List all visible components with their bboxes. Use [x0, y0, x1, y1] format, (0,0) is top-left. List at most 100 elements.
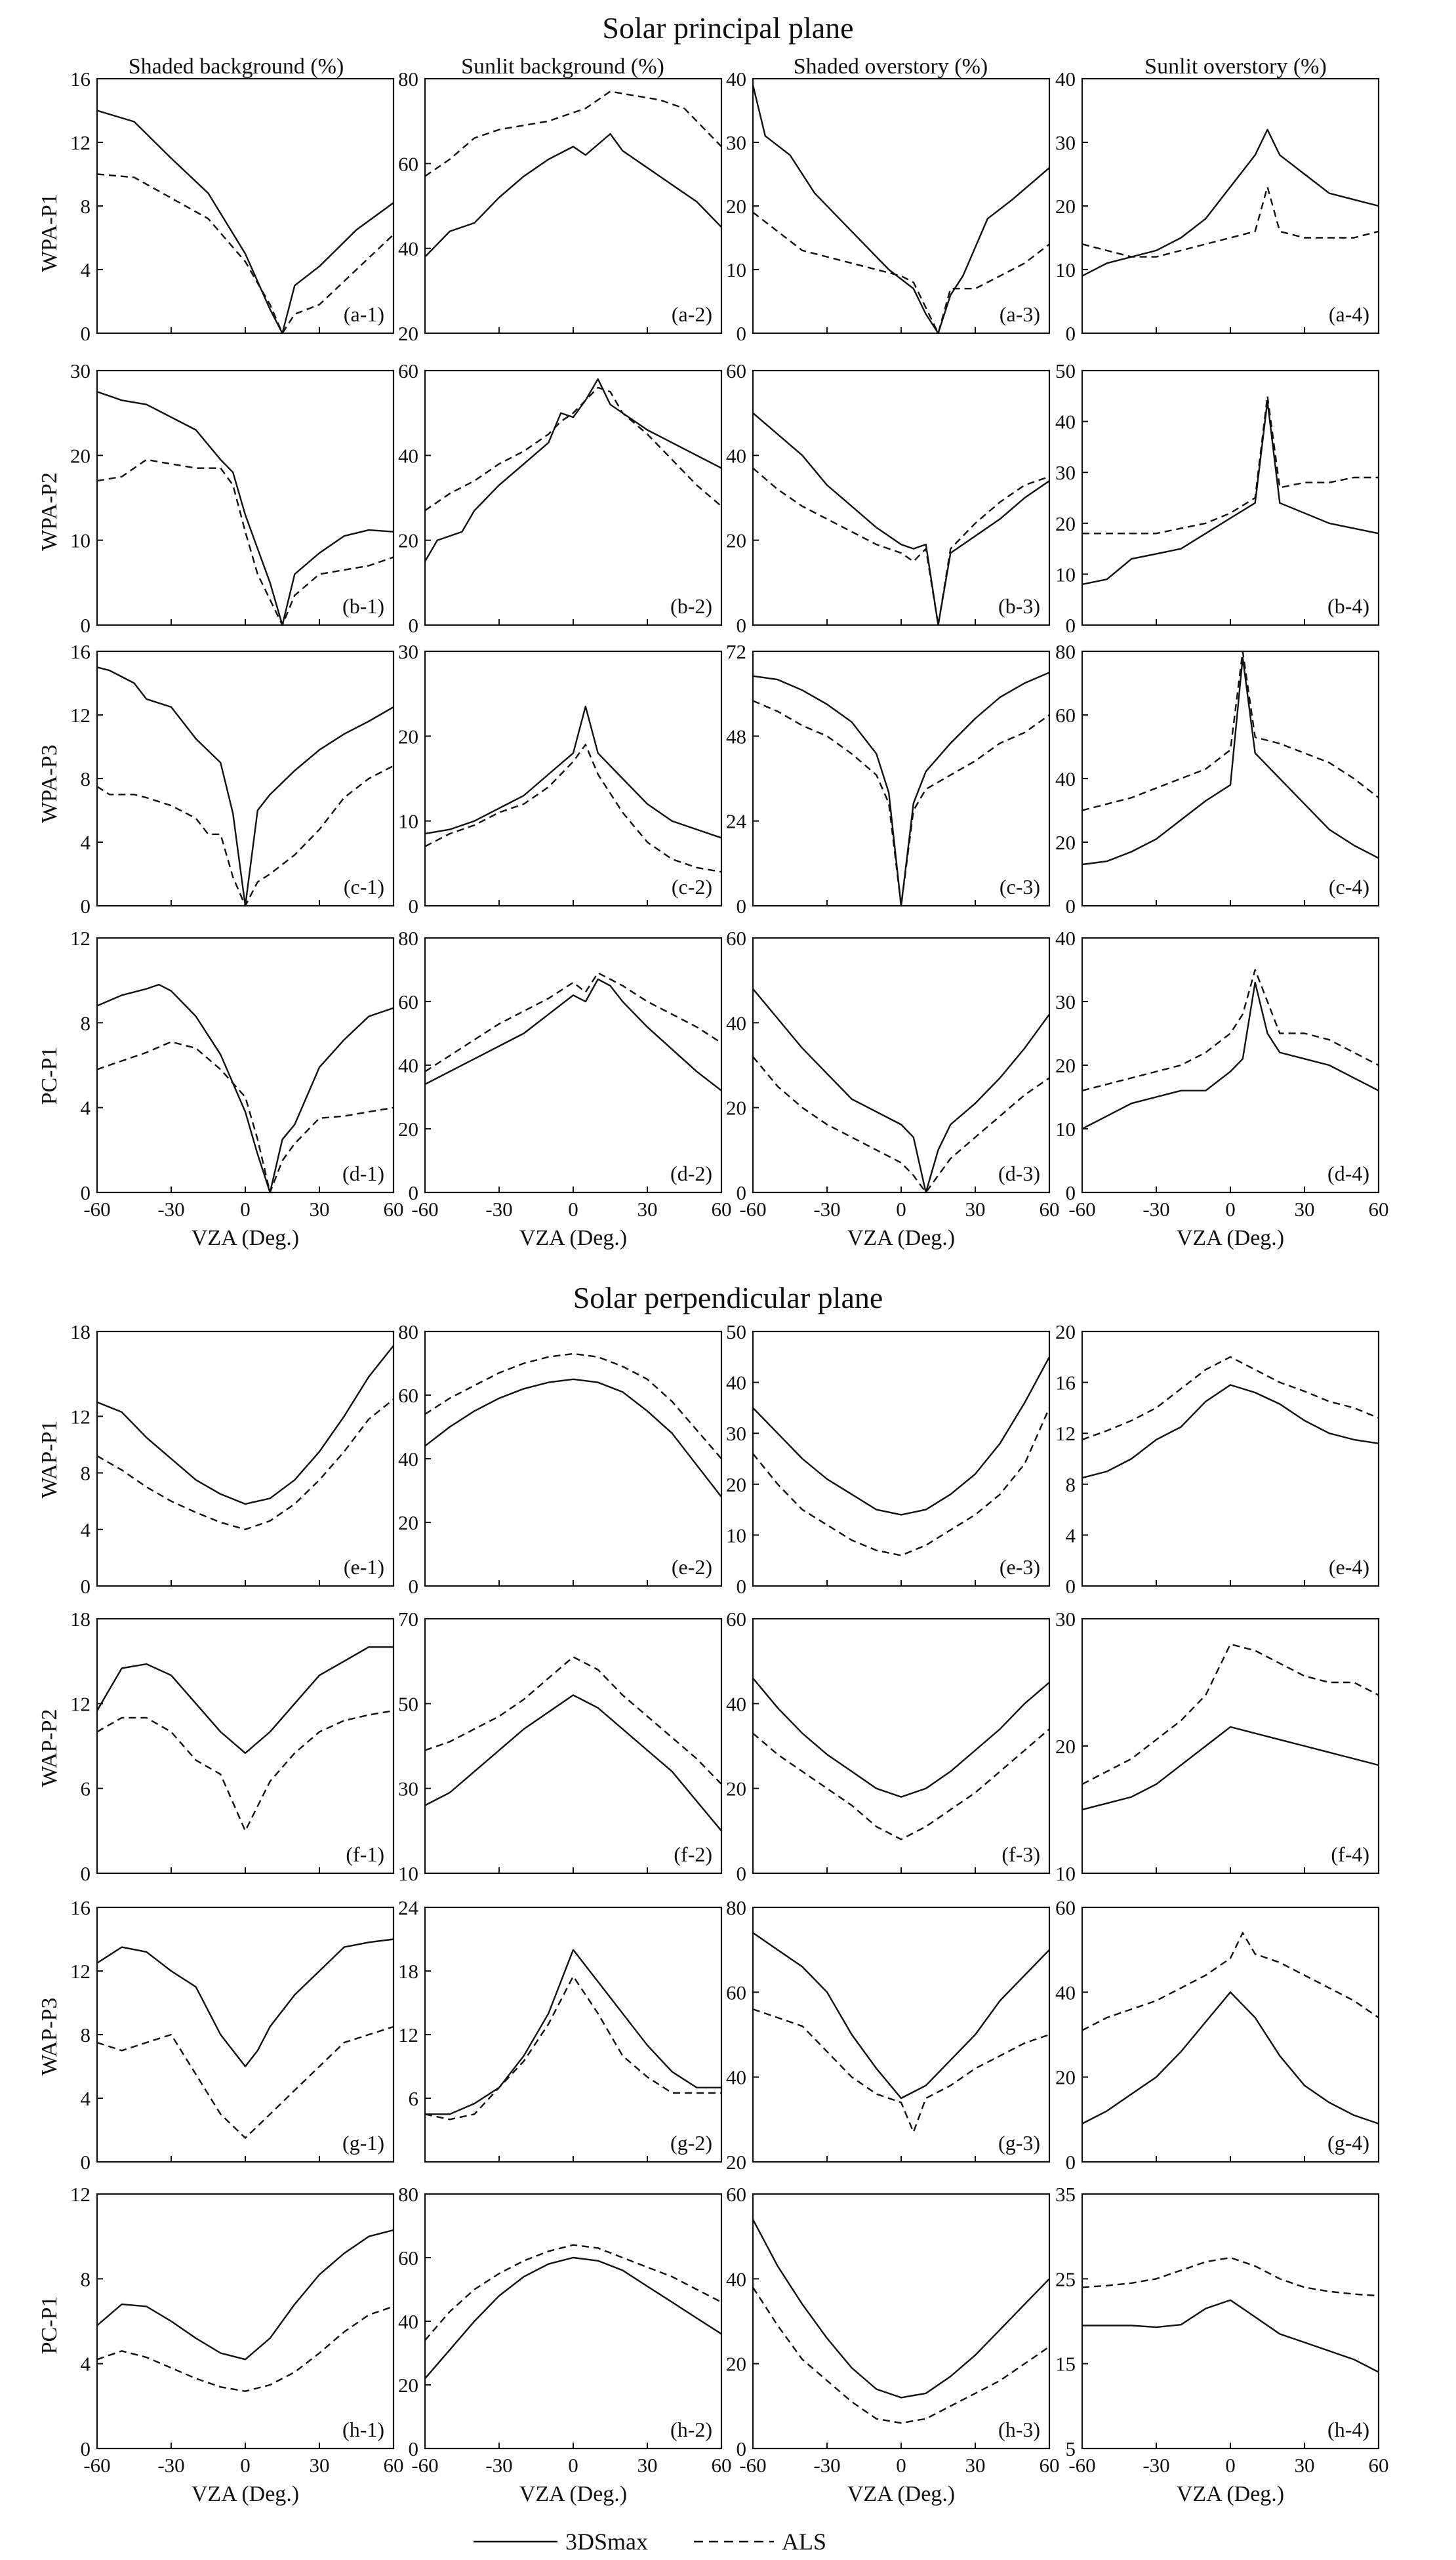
y-tick-label: 10 — [1055, 1862, 1076, 1885]
y-tick-label: 12 — [70, 927, 91, 950]
series-als-line — [424, 972, 722, 1072]
y-tick-label: 0 — [737, 1862, 747, 1885]
y-tick-label: 0 — [81, 2437, 91, 2460]
y-tick-label: 50 — [398, 1692, 418, 1715]
panel-label: (d-1) — [342, 1162, 384, 1185]
panel-frame — [424, 650, 723, 907]
chart-panel: 0 4 8 12 16 20 (e-4) — [1055, 1320, 1380, 1598]
series-als-line — [1082, 186, 1379, 258]
x-tick-label: 60 — [1369, 2454, 1389, 2477]
series-als-line — [96, 765, 394, 907]
y-tick-label: 40 — [1055, 927, 1076, 950]
chart-panel: 20 40 60 80 (g-3) — [726, 1896, 1051, 2174]
panel-frame — [96, 2193, 395, 2450]
panel-frame — [1081, 369, 1380, 626]
series-3dsmax-line — [425, 1949, 721, 2115]
y-tick-label: 0 — [1066, 1575, 1076, 1598]
y-tick-label: 18 — [398, 1960, 418, 1983]
panel-frame — [424, 1906, 723, 2163]
x-tick-label: -60 — [411, 1198, 438, 1221]
x-tick-label: 0 — [240, 1198, 251, 1221]
panel-label: (b-2) — [670, 594, 712, 618]
chart-panel: 0 20 40 60 (b-3) — [726, 359, 1051, 637]
y-tick-label: 8 — [81, 2023, 91, 2046]
series-als-line — [424, 91, 722, 177]
chart-panel: 0 20 40 60 80 (e-2) — [398, 1320, 723, 1598]
y-tick-label: 0 — [1066, 2151, 1076, 2174]
chart-panel: 0 4 8 12 16 (c-1) — [70, 640, 395, 918]
y-tick-label: 8 — [81, 767, 91, 790]
panel-label: (b-1) — [342, 594, 384, 618]
x-tick-label: 30 — [310, 1198, 330, 1221]
row-label: WAP-P3 — [37, 1997, 62, 2075]
series-als-line — [424, 1656, 722, 1785]
y-tick-label: 40 — [1055, 68, 1076, 91]
chart-panel: 0 10 20 30 40 (a-3) — [726, 68, 1051, 345]
y-tick-label: 0 — [81, 614, 91, 637]
y-tick-label: 5 — [1066, 2437, 1076, 2460]
series-3dsmax-line — [96, 1938, 394, 2067]
panel-label: (e-1) — [344, 1555, 384, 1579]
panel-frame — [752, 937, 1051, 1194]
y-tick-label: 80 — [726, 1896, 746, 1919]
y-tick-label: 40 — [726, 2066, 746, 2089]
y-tick-label: 20 — [398, 322, 418, 345]
chart-panel: 0 10 20 30 (b-1) — [70, 359, 395, 637]
y-tick-label: 20 — [726, 1097, 746, 1120]
x-tick-label: 0 — [1225, 2454, 1236, 2477]
x-axis-label: VZA (Deg.) — [192, 1226, 299, 1250]
y-tick-label: 30 — [398, 1778, 418, 1800]
panel-frame — [96, 77, 395, 335]
x-tick-label: -60 — [739, 2454, 766, 2477]
chart-panel: 0 4 8 12 -60 -30 0 30 60 VZA (Deg.) (d-1) — [70, 927, 404, 1250]
x-axis-label: VZA (Deg.) — [847, 1226, 955, 1250]
y-tick-label: 16 — [1055, 1371, 1076, 1394]
panel-label: (e-4) — [1329, 1555, 1369, 1579]
y-tick-label: 10 — [1055, 1118, 1076, 1141]
y-tick-label: 15 — [1055, 2353, 1076, 2376]
chart-panel: 0 10 20 30 40 (a-4) — [1055, 68, 1380, 345]
series-als-line — [96, 173, 394, 335]
x-tick-label: -30 — [813, 2454, 840, 2477]
y-tick-label: 10 — [726, 1524, 746, 1547]
chart-panel: 0 10 20 30 (c-2) — [398, 640, 723, 918]
y-tick-label: 20 — [398, 725, 418, 748]
series-3dsmax-line — [424, 132, 722, 258]
series-3dsmax-line — [752, 1677, 1050, 1798]
y-tick-label: 0 — [409, 1181, 419, 1204]
y-tick-label: 0 — [81, 1181, 91, 1204]
x-tick-label: -60 — [1068, 1198, 1095, 1221]
y-tick-label: 20 — [726, 1778, 746, 1800]
series-3dsmax-line — [424, 378, 722, 562]
column-title: Sunlit background (%) — [461, 54, 664, 79]
y-tick-label: 0 — [737, 1181, 747, 1204]
panel-label: (f-2) — [674, 1842, 712, 1866]
y-tick-label: 6 — [81, 1778, 91, 1800]
y-tick-label: 0 — [1066, 322, 1076, 345]
x-axis-label: VZA (Deg.) — [519, 1226, 627, 1250]
x-tick-label: 60 — [712, 2454, 732, 2477]
y-tick-label: 60 — [398, 152, 418, 175]
x-tick-label: -60 — [411, 2454, 438, 2477]
y-tick-label: 50 — [726, 1320, 746, 1343]
y-tick-label: 0 — [81, 322, 91, 345]
y-tick-label: 4 — [81, 2087, 91, 2110]
y-tick-label: 10 — [1055, 258, 1076, 281]
x-axis-label: VZA (Deg.) — [1177, 2482, 1284, 2506]
chart-panel: 0 6 12 18 (f-1) — [70, 1608, 395, 1885]
panel-frame — [752, 1617, 1051, 1875]
y-tick-label: 40 — [1055, 411, 1076, 434]
y-tick-label: 40 — [398, 444, 418, 467]
series-3dsmax-line — [96, 2229, 394, 2361]
panel-label: (g-1) — [342, 2131, 384, 2155]
chart-panel: 0 20 40 60 (g-4) — [1055, 1896, 1380, 2174]
y-tick-label: 30 — [726, 1422, 746, 1445]
row-label: PC-P1 — [37, 1047, 62, 1105]
x-tick-label: -30 — [157, 1198, 184, 1221]
x-tick-label: 60 — [1369, 1198, 1389, 1221]
x-tick-label: 30 — [1295, 1198, 1315, 1221]
panel-label: (b-4) — [1327, 594, 1369, 618]
series-3dsmax-line — [424, 705, 722, 839]
y-tick-label: 60 — [398, 1384, 418, 1407]
